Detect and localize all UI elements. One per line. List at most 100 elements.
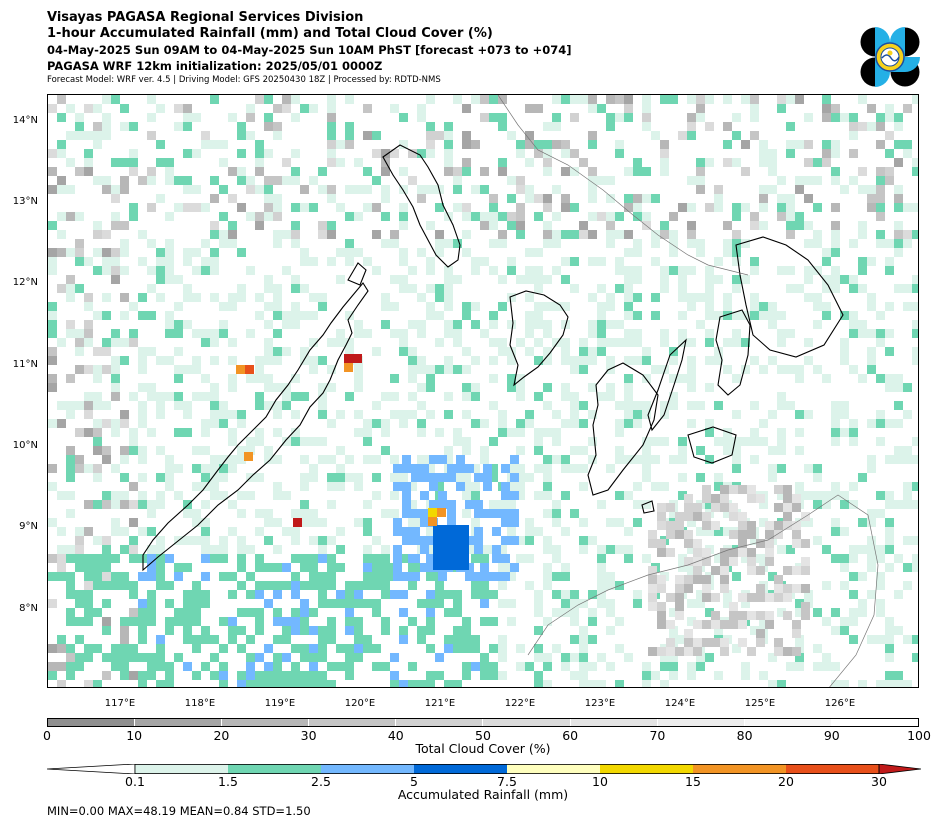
rain-cell — [633, 329, 642, 338]
rain-cell — [210, 482, 219, 491]
cloud-cell — [534, 149, 543, 158]
rain-cell — [759, 203, 768, 212]
rain-cell — [759, 221, 768, 230]
rain-cell — [426, 221, 435, 230]
rain-cell — [831, 626, 840, 635]
rain-cell — [147, 383, 156, 392]
rain-cell — [66, 473, 75, 482]
rain-cell — [237, 509, 246, 518]
cloud-cell — [624, 203, 633, 212]
cloud-cell — [417, 194, 426, 203]
rain-cell — [480, 257, 489, 266]
cloud-cell — [714, 185, 723, 194]
lon-label: 120°E — [344, 698, 376, 709]
rain-cell — [759, 302, 768, 311]
rain-cell — [402, 536, 411, 545]
cloud-cell — [624, 230, 633, 239]
rain-cell — [246, 653, 255, 662]
rain-cell — [417, 401, 426, 410]
rain-cell — [273, 284, 282, 293]
rain-cell — [345, 122, 354, 131]
rain-cell — [831, 410, 840, 419]
rain-cell — [840, 554, 849, 563]
rain-cell — [399, 212, 408, 221]
cloud-cell — [675, 530, 684, 539]
rain-cell — [489, 500, 498, 509]
rain-cell — [93, 392, 102, 401]
rain-cell — [894, 374, 903, 383]
rain-cell — [102, 563, 111, 572]
rain-cell — [561, 455, 570, 464]
rain-cell — [237, 536, 246, 545]
rain-cell — [687, 419, 696, 428]
rain-cell — [228, 635, 237, 644]
rain-cell — [57, 230, 66, 239]
rain-cell — [147, 266, 156, 275]
rain-cell — [453, 275, 462, 284]
cloud-cell — [84, 365, 93, 374]
rain-cell — [849, 275, 858, 284]
rain-cell — [849, 428, 858, 437]
rain-cell — [57, 401, 66, 410]
rain-cell — [543, 545, 552, 554]
rain-cell — [57, 545, 66, 554]
rain-cell — [534, 248, 543, 257]
rain-cell — [84, 257, 93, 266]
rain-cell — [417, 599, 426, 608]
leyte-coastline — [715, 309, 751, 396]
rain-cell — [309, 653, 318, 662]
rain-cell — [552, 554, 561, 563]
cloud-cell — [666, 620, 675, 629]
cloud-cover-color-bin — [222, 719, 310, 726]
rain-cell — [786, 95, 795, 104]
rain-cell — [561, 257, 570, 266]
rain-cell — [510, 536, 519, 545]
rain-cell — [273, 329, 282, 338]
rain-cell — [219, 401, 228, 410]
cloud-cell — [588, 95, 597, 104]
cloud-cell — [876, 185, 885, 194]
rain-cell — [561, 338, 570, 347]
rain-cell — [381, 554, 390, 563]
rain-cell — [786, 203, 795, 212]
cloud-cell — [765, 539, 774, 548]
rain-cell — [420, 509, 429, 518]
rain-cell — [102, 122, 111, 131]
cloud-cell — [657, 521, 666, 530]
cloud-cell — [516, 176, 525, 185]
rain-cell — [246, 131, 255, 140]
rain-cell — [588, 608, 597, 617]
rain-cell — [525, 581, 534, 590]
rain-cell — [660, 482, 669, 491]
rain-cell — [381, 563, 390, 572]
cloud-cell — [570, 113, 579, 122]
rain-cell — [624, 554, 633, 563]
rain-cell — [687, 563, 696, 572]
rain-cell — [579, 545, 588, 554]
rain-cell — [282, 653, 291, 662]
rain-cell — [183, 590, 192, 599]
rain-cell — [309, 581, 318, 590]
cloud-cell — [801, 557, 810, 566]
rain-cell — [453, 608, 462, 617]
rain-cell — [228, 293, 237, 302]
rain-cell — [840, 275, 849, 284]
cloud-cell — [120, 185, 129, 194]
rain-cell — [678, 338, 687, 347]
rain-cell — [561, 527, 570, 536]
rain-cell — [714, 347, 723, 356]
rain-cell — [120, 266, 129, 275]
cloud-cell — [696, 185, 705, 194]
rain-cell — [336, 248, 345, 257]
rain-cell — [570, 653, 579, 662]
rain-cell — [66, 401, 75, 410]
rain-cell — [255, 608, 264, 617]
rain-cell — [183, 635, 192, 644]
rain-cell — [696, 320, 705, 329]
rain-cell — [426, 365, 435, 374]
cloud-cell — [264, 176, 273, 185]
rain-cell — [750, 311, 759, 320]
rainfall-tick-label: 0.1 — [125, 774, 145, 789]
rain-cell — [501, 518, 510, 527]
cloud-cell — [48, 185, 57, 194]
